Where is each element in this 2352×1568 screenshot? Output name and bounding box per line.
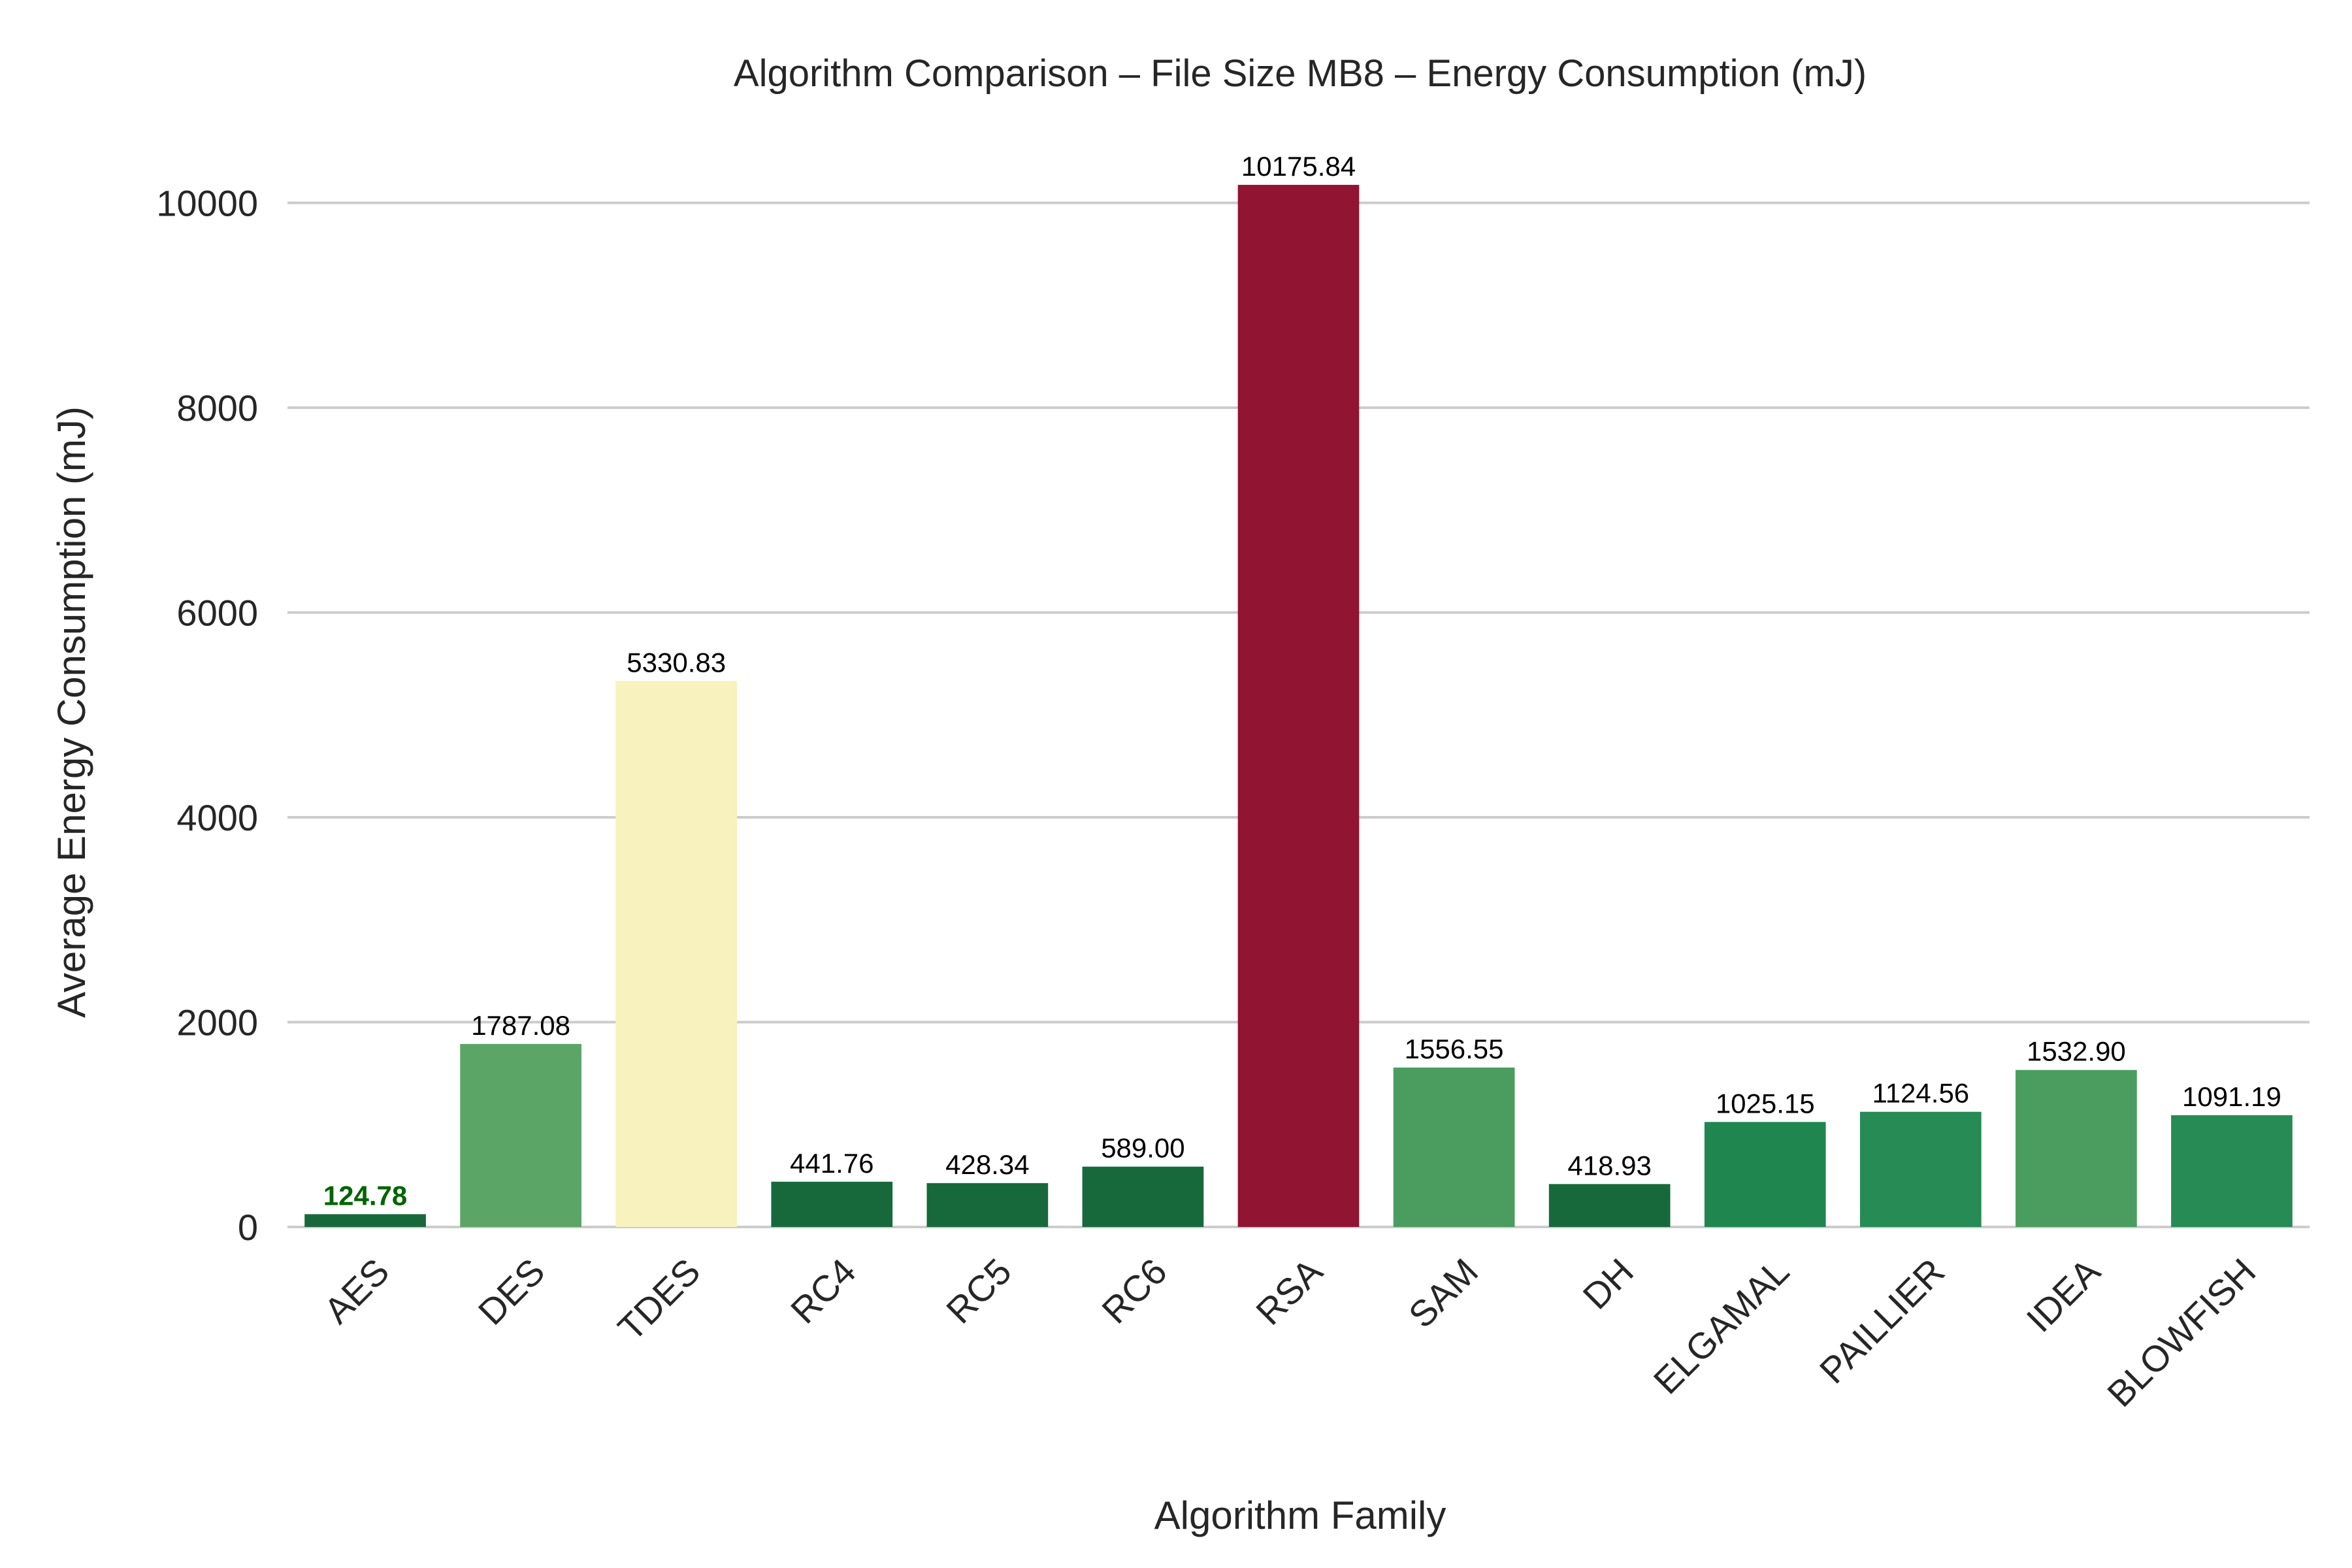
y-tick-label: 4000 bbox=[176, 797, 258, 838]
bar-elgamal bbox=[1704, 1122, 1826, 1227]
bars bbox=[304, 184, 2293, 1228]
bar-paillier bbox=[1859, 1111, 1982, 1227]
bar-des bbox=[460, 1043, 581, 1227]
bar-rc5 bbox=[926, 1183, 1049, 1227]
value-label: 1025.15 bbox=[1716, 1088, 1815, 1119]
x-tick-label: RC6 bbox=[1094, 1250, 1175, 1331]
value-label: 428.34 bbox=[945, 1149, 1029, 1180]
y-tick-label: 2000 bbox=[176, 1002, 258, 1043]
value-label: 589.00 bbox=[1101, 1133, 1184, 1164]
bar-rsa bbox=[1237, 184, 1360, 1228]
y-tick-label: 8000 bbox=[176, 387, 258, 429]
x-tick-label: BLOWFISH bbox=[2099, 1250, 2263, 1414]
x-axis-label: Algorithm Family bbox=[1154, 1494, 1446, 1537]
bar-rc4 bbox=[771, 1181, 893, 1227]
x-tick-label: RC4 bbox=[783, 1250, 864, 1331]
x-tick-label: DH bbox=[1575, 1250, 1641, 1317]
y-axis-ticks: 0 2000 4000 6000 8000 10000 bbox=[156, 183, 258, 1249]
value-labels: 124.78 1787.08 5330.83 441.76 428.34 589.00 10… bbox=[323, 151, 2281, 1211]
value-label: 10175.84 bbox=[1241, 151, 1356, 182]
x-tick-label: DES bbox=[470, 1250, 553, 1333]
value-label: 418.93 bbox=[1567, 1150, 1651, 1181]
x-tick-label: TDES bbox=[610, 1250, 708, 1348]
value-label: 1124.56 bbox=[1872, 1078, 1969, 1109]
y-tick-label: 6000 bbox=[176, 593, 258, 634]
bar-blowfish bbox=[2171, 1115, 2293, 1227]
x-tick-label: PAILLIER bbox=[1812, 1250, 1952, 1391]
x-tick-label: SAM bbox=[1401, 1250, 1486, 1335]
x-tick-label: ELGAMAL bbox=[1646, 1250, 1797, 1402]
value-label: 1787.08 bbox=[471, 1010, 570, 1041]
x-tick-label: IDEA bbox=[2018, 1250, 2108, 1339]
bar-tdes bbox=[615, 681, 738, 1227]
value-label: 1556.55 bbox=[1405, 1034, 1504, 1064]
bar-aes bbox=[304, 1214, 426, 1227]
bar-sam bbox=[1393, 1068, 1515, 1227]
y-tick-label: 0 bbox=[238, 1207, 258, 1248]
x-axis-ticks: AES DES TDES RC4 RC5 RC6 RSA SAM DH ELGAMAL PAILLI… bbox=[316, 1250, 2264, 1414]
value-label: 1532.90 bbox=[2027, 1036, 2126, 1067]
bar-dh bbox=[1548, 1184, 1671, 1227]
value-label: 5330.83 bbox=[627, 647, 726, 678]
y-axis-label: Average Energy Consumption (mJ) bbox=[50, 406, 93, 1018]
y-tick-label: 10000 bbox=[156, 183, 258, 224]
bar-idea bbox=[2016, 1070, 2137, 1227]
x-tick-label: RSA bbox=[1248, 1250, 1330, 1332]
value-label: 124.78 bbox=[323, 1180, 407, 1211]
value-label: 441.76 bbox=[790, 1148, 874, 1179]
value-label: 1091.19 bbox=[2182, 1081, 2281, 1112]
x-tick-label: RC5 bbox=[938, 1250, 1019, 1331]
bar-rc6 bbox=[1082, 1166, 1204, 1227]
chart-title: Algorithm Comparison – File Size MB8 – E… bbox=[734, 52, 1867, 95]
x-tick-label: AES bbox=[316, 1250, 397, 1331]
